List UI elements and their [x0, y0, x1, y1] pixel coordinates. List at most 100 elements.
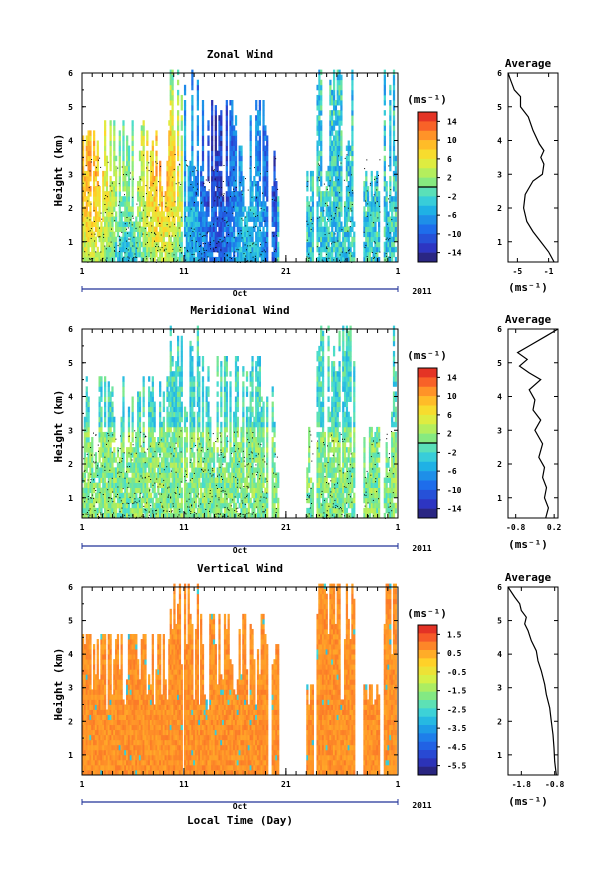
zonal-wind-heatmap-cell [155, 216, 158, 222]
zonal-wind-heatmap-cell [227, 221, 230, 227]
meridional-wind-heatmap-cell [166, 416, 169, 423]
zonal-wind-heatmap-cell [238, 150, 241, 157]
meridional-wind-heatmap-cell [160, 482, 164, 489]
meridional-wind-heatmap-cell [153, 447, 156, 453]
zonal-wind-heatmap-cell [109, 125, 112, 131]
zonal-wind-heatmap-cell [198, 241, 201, 248]
zonal-wind-heatmap-cell [201, 246, 205, 253]
zonal-wind-stipple-dot [373, 257, 375, 259]
meridional-wind-heatmap-cell [189, 431, 192, 438]
zonal-wind-heatmap-cell [309, 256, 313, 263]
zonal-wind-stipple-dot [156, 259, 158, 261]
zonal-wind-heatmap-cell [392, 241, 396, 248]
zonal-wind-heatmap-cell [185, 221, 188, 227]
zonal-wind-stipple-dot [158, 204, 160, 206]
zonal-wind-heatmap-cell [318, 191, 321, 197]
meridional-wind-heatmap-cell [196, 416, 200, 423]
meridional-wind-heatmap-cell [115, 487, 118, 494]
zonal-wind-heatmap-cell [140, 186, 143, 192]
zonal-wind-heatmap-cell [201, 120, 205, 126]
meridional-wind-heatmap-cell [169, 411, 172, 418]
meridional-wind-heatmap-cell [173, 421, 176, 428]
zonal-wind-stipple-dot [386, 237, 388, 239]
zonal-wind-colorbar-tick-label: 14 [447, 117, 457, 126]
zonal-wind-heatmap-cell [94, 196, 98, 202]
zonal-wind-heatmap-cell [169, 165, 172, 172]
zonal-wind-heatmap-cell [220, 256, 223, 263]
zonal-wind-heatmap-cell [131, 120, 134, 126]
zonal-wind-heatmap-cell [200, 251, 203, 258]
zonal-wind-heatmap-cell [120, 196, 123, 202]
zonal-wind-heatmap-cell [255, 140, 258, 146]
meridional-wind-heatmap-cell [104, 477, 107, 483]
meridional-wind-heatmap-cell [178, 502, 182, 509]
meridional-wind-heatmap-cell [126, 452, 129, 458]
meridional-wind-heatmap-cell [107, 437, 110, 443]
zonal-wind-heatmap-cell [331, 186, 334, 192]
meridional-wind-heatmap-cell [100, 406, 103, 413]
meridional-wind-heatmap-cell [93, 472, 96, 478]
meridional-wind-heatmap-cell [118, 472, 121, 478]
meridional-wind-heatmap-cell [148, 442, 151, 448]
meridional-wind-heatmap-cell [151, 477, 154, 483]
zonal-wind-heatmap-cell [87, 221, 90, 227]
zonal-wind-heatmap-cell [229, 221, 232, 227]
zonal-wind-stipple-dot [168, 252, 170, 254]
zonal-wind-heatmap-cell [131, 135, 134, 141]
zonal-wind-heatmap-cell [266, 170, 269, 177]
zonal-wind-heatmap-cell [343, 201, 347, 207]
zonal-wind-stipple-dot [97, 159, 99, 161]
zonal-wind-stipple-dot [99, 236, 101, 238]
zonal-wind-heatmap-cell [225, 246, 228, 253]
zonal-wind-heatmap-cell [231, 236, 234, 243]
zonal-wind-heatmap-cell [127, 155, 131, 162]
zonal-wind-heatmap-cell [262, 105, 265, 111]
zonal-wind-stipple-dot [247, 189, 249, 191]
zonal-wind-heatmap-cell [118, 216, 121, 222]
meridional-wind-heatmap-cell [135, 502, 138, 509]
zonal-wind-heatmap-cell [392, 115, 396, 121]
zonal-wind-heatmap-cell [247, 231, 250, 238]
zonal-wind-heatmap-cell [126, 191, 129, 197]
meridional-wind-heatmap-cell [133, 477, 136, 483]
zonal-wind-heatmap-cell [329, 221, 332, 227]
meridional-wind-heatmap-cell [102, 512, 105, 519]
zonal-wind-heatmap-cell [207, 160, 210, 167]
meridional-wind-heatmap-cell [111, 391, 114, 397]
zonal-wind-heatmap-cell [100, 236, 103, 243]
zonal-wind-heatmap-cell [363, 191, 366, 197]
zonal-wind-heatmap-cell [264, 211, 267, 217]
zonal-wind-heatmap-cell [316, 125, 319, 131]
zonal-wind-heatmap-cell [256, 181, 260, 187]
zonal-wind-heatmap-cell [329, 100, 332, 106]
zonal-wind-stipple-dot [150, 252, 152, 254]
meridional-wind-heatmap-cell [85, 421, 88, 428]
zonal-wind-stipple-dot [271, 199, 273, 200]
meridional-wind-heatmap-cell [111, 482, 114, 489]
zonal-wind-heatmap-cell [316, 201, 319, 207]
zonal-wind-heatmap-cell [389, 120, 392, 126]
zonal-wind-heatmap-cell [275, 246, 278, 253]
zonal-wind-heatmap-cell [171, 181, 174, 187]
zonal-wind-heatmap-cell [383, 140, 386, 146]
zonal-wind-heatmap-cell [256, 201, 260, 207]
meridional-wind-heatmap-cell [196, 361, 200, 367]
zonal-wind-stipple-dot [347, 207, 349, 209]
zonal-wind-heatmap-cell [351, 236, 354, 243]
zonal-wind-heatmap-cell [104, 170, 107, 177]
meridional-wind-heatmap-cell [126, 492, 129, 499]
zonal-wind-heatmap-cell [113, 165, 116, 172]
zonal-wind-stipple-dot [389, 156, 391, 158]
zonal-wind-heatmap-cell [266, 256, 269, 263]
zonal-wind-heatmap-cell [173, 155, 176, 162]
zonal-wind-heatmap-cell [113, 231, 116, 238]
zonal-wind-heatmap-cell [180, 251, 183, 258]
meridional-wind-heatmap-cell [87, 447, 90, 453]
zonal-wind-heatmap-cell [122, 236, 125, 243]
zonal-wind-heatmap-cell [201, 105, 205, 111]
zonal-wind-heatmap-cell [218, 226, 221, 233]
meridional-wind-heatmap-cell [83, 452, 87, 458]
zonal-wind-heatmap-cell [345, 165, 349, 172]
meridional-wind-heatmap-cell [149, 401, 153, 408]
meridional-wind-heatmap-cell [140, 467, 143, 473]
